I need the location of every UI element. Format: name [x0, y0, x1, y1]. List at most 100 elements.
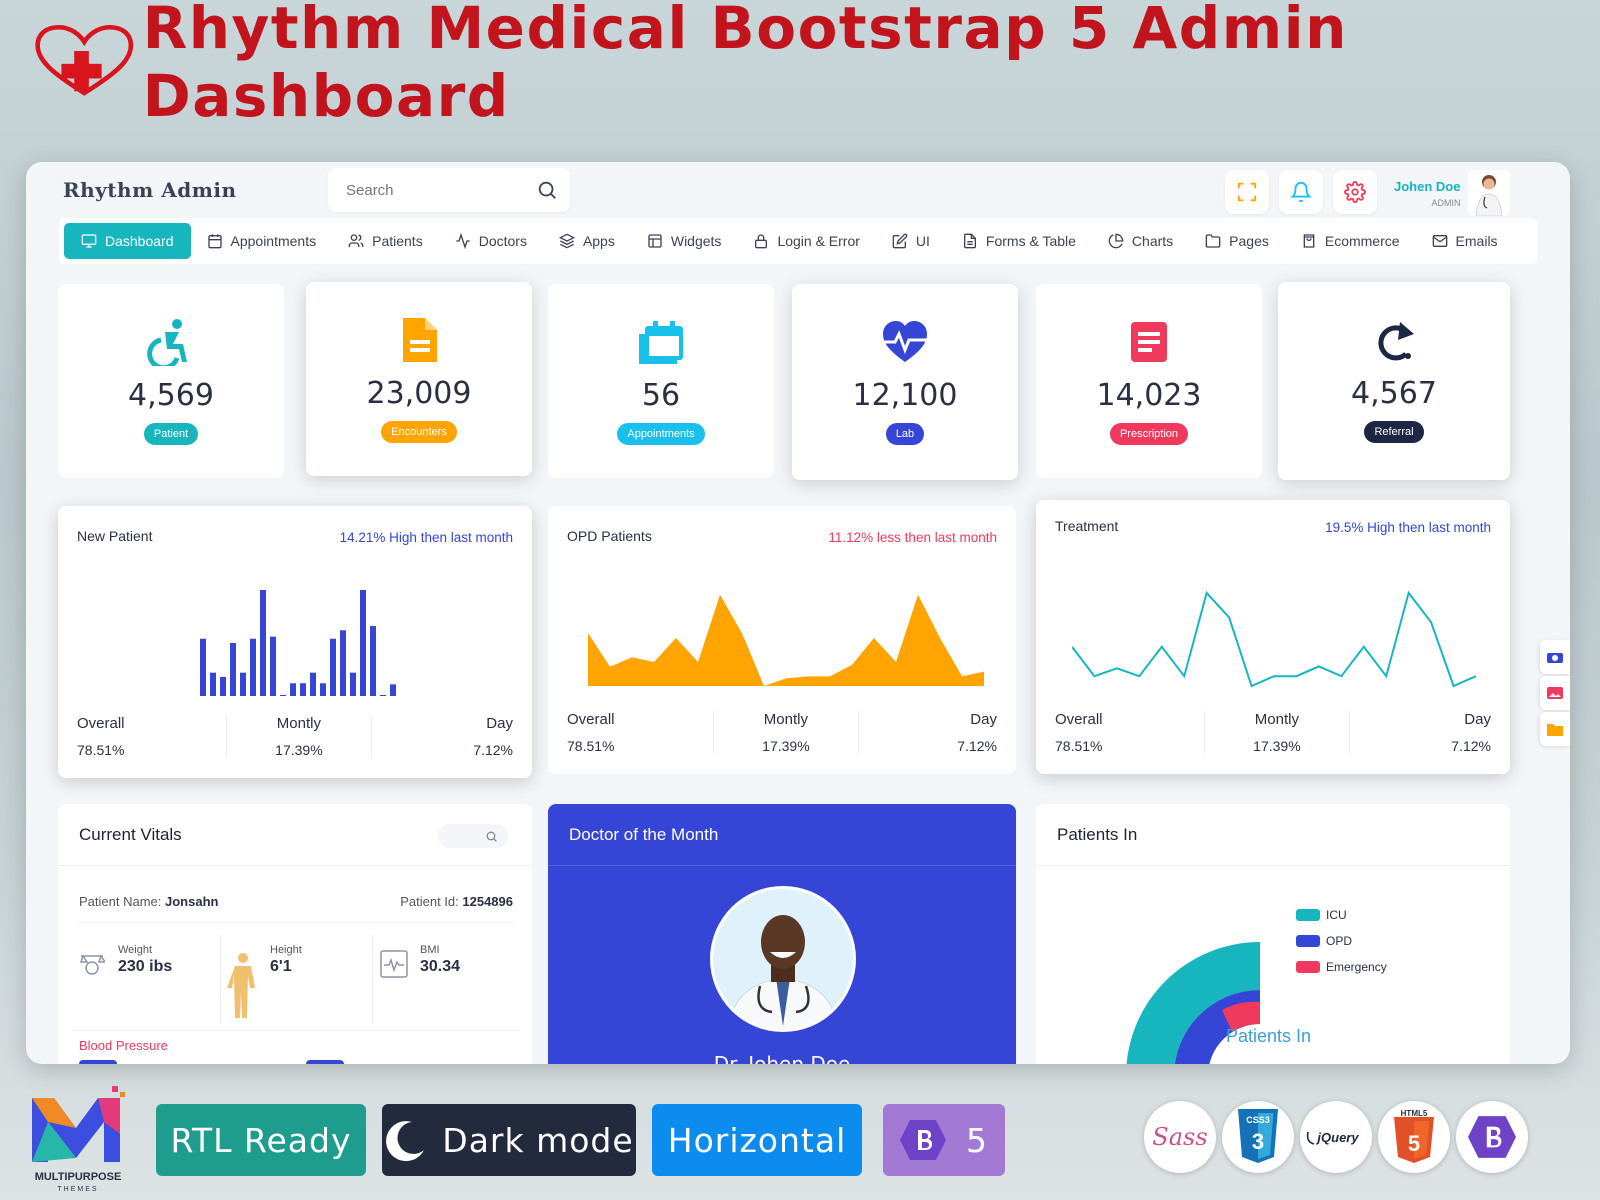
lock-icon	[755, 234, 768, 249]
calendar-icon	[207, 234, 222, 249]
stat-badge: Appointments	[617, 423, 705, 445]
nav-item-doctors[interactable]: Doctors	[439, 223, 543, 259]
settings-button[interactable]	[1333, 170, 1377, 214]
nav-item-emails[interactable]: Emails	[1416, 223, 1514, 259]
monthly-label: Montly	[276, 715, 321, 732]
side-tab-folder[interactable]	[1540, 712, 1570, 746]
overall-value: 78.51%	[567, 738, 615, 754]
jquery-logo: jQuery	[1300, 1101, 1372, 1173]
side-tab-image[interactable]	[1540, 676, 1570, 710]
doctor-of-month-card: Doctor of the Month Dr. Johen Doe	[548, 804, 1016, 1064]
search-input[interactable]	[346, 181, 506, 199]
vitals-search[interactable]	[438, 824, 508, 848]
patient-name-label: Patient Name:	[79, 894, 162, 909]
new-patient-bar-chart	[200, 590, 396, 696]
bar	[250, 638, 256, 696]
nav-item-ui[interactable]: UI	[876, 223, 946, 259]
nav-item-pages[interactable]: Pages	[1189, 223, 1285, 259]
search-icon[interactable]	[536, 179, 558, 201]
bar	[370, 626, 376, 696]
nav-item-apps[interactable]: Apps	[543, 223, 631, 259]
card-title: Treatment	[1055, 518, 1119, 534]
grid-icon	[648, 234, 662, 248]
overall-label: Overall	[567, 711, 615, 728]
stat-badge: Referral	[1364, 421, 1424, 443]
notifications-button[interactable]	[1279, 170, 1323, 214]
tech-label: HTML5	[1401, 1109, 1428, 1118]
avatar	[1468, 170, 1511, 216]
bar	[350, 672, 356, 696]
search-icon	[486, 831, 497, 842]
bootstrap-icon	[1468, 1116, 1516, 1158]
folder-icon	[1547, 724, 1563, 736]
bp-bar	[306, 1060, 344, 1064]
bar	[360, 590, 366, 696]
stat-card-appointments[interactable]: 56 Appointments	[548, 284, 774, 478]
day-value: 7.12%	[1451, 738, 1491, 754]
legend-label: ICU	[1326, 908, 1347, 922]
nav-item-charts[interactable]: Charts	[1092, 223, 1189, 259]
card-title: Doctor of the Month	[569, 824, 719, 844]
top-nav: Dashboard Appointments Patients Doctors Apps…	[59, 218, 1537, 264]
css3-icon: CSS3 3	[1238, 1109, 1278, 1163]
monthly-value: 17.39%	[1253, 738, 1301, 754]
tech-label: Sass	[1152, 1123, 1207, 1151]
nav-item-label: Doctors	[478, 233, 527, 249]
overall-value: 78.51%	[1055, 738, 1103, 754]
user-menu[interactable]: Johen Doe ADMIN	[1394, 170, 1511, 216]
nav-item-login-error[interactable]: Login & Error	[737, 223, 875, 259]
nav-item-ecommerce[interactable]: Ecommerce	[1285, 223, 1416, 259]
nav-item-label: Emails	[1455, 233, 1498, 249]
bar	[340, 630, 346, 696]
legend-label: OPD	[1326, 934, 1353, 948]
bar	[210, 672, 216, 696]
banner: Rhythm Medical Bootstrap 5 Admin Dashboa…	[34, 0, 1600, 130]
stat-card-lab[interactable]: 12,100 Lab	[792, 284, 1018, 480]
card-stats: Overall 78.51% Montly 17.39% Day 7.12%	[567, 711, 997, 754]
nav-item-widgets[interactable]: Widgets	[631, 223, 738, 259]
legend-swatch	[1296, 909, 1320, 921]
stat-value: 56	[641, 378, 681, 413]
css3-logo: CSS3 3	[1222, 1101, 1294, 1173]
patients-in-label: Patients In	[1226, 1026, 1312, 1046]
card-title: Patients In	[1057, 824, 1138, 844]
brand-logo[interactable]: Rhythm Admin	[63, 178, 237, 202]
day-value: 7.12%	[473, 742, 513, 758]
fullscreen-button[interactable]	[1225, 170, 1269, 214]
nav-item-dashboard[interactable]: Dashboard	[64, 223, 191, 259]
bmi-monitor-icon	[380, 950, 408, 978]
nav-item-appointments[interactable]: Appointments	[191, 223, 333, 259]
stat-card-prescription[interactable]: 14,023 Prescription	[1036, 284, 1262, 478]
tech-label: jQuery	[1315, 1130, 1359, 1145]
bootstrap-logo	[1456, 1101, 1528, 1173]
camera-icon	[1547, 653, 1563, 663]
stat-badge: Encounters	[381, 421, 457, 443]
stat-value: 14,023	[1096, 378, 1202, 413]
monthly-value: 17.39%	[762, 738, 810, 754]
card-subtitle: 14.21% High then last month	[339, 530, 513, 545]
nav-item-label: UI	[915, 233, 930, 249]
bmi-value: 30.34	[420, 958, 461, 975]
patients-in-legend: ICU OPD Emergency	[1296, 908, 1387, 986]
legend-swatch	[1296, 961, 1320, 973]
company-sub: THEMES	[57, 1186, 98, 1193]
monitor-icon	[81, 234, 97, 248]
moon-icon	[386, 1121, 425, 1162]
stat-card-patient[interactable]: 4,569 Patient	[58, 284, 284, 478]
monthly-value: 17.39%	[275, 742, 323, 758]
stat-card-referral[interactable]: 4,567 Referral	[1278, 282, 1510, 480]
stat-card-encounters[interactable]: 23,009 Encounters	[306, 282, 532, 476]
folder-icon	[1205, 234, 1221, 248]
bar	[280, 695, 286, 696]
user-role: ADMIN	[1431, 197, 1461, 208]
card-header: Doctor of the Month	[548, 804, 1016, 866]
patient-name: Patient Name: Jonsahn	[79, 894, 218, 909]
nav-item-label: Forms & Table	[985, 233, 1076, 249]
wheelchair-icon	[147, 319, 187, 366]
nav-item-patients[interactable]: Patients	[332, 223, 439, 259]
weight-value: 230 ibs	[118, 958, 173, 975]
layers-icon	[558, 233, 575, 249]
side-tab-camera[interactable]	[1540, 640, 1570, 674]
bootstrap-icon	[900, 1120, 946, 1160]
nav-item-forms-table[interactable]: Forms & Table	[946, 223, 1092, 259]
